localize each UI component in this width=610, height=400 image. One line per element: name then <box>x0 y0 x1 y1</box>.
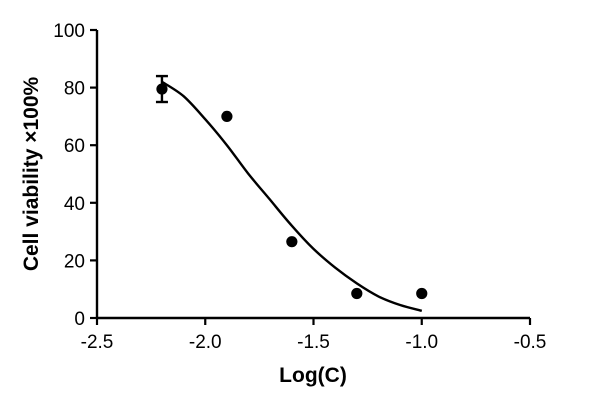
x-axis-title: Log(C) <box>279 364 347 387</box>
data-point <box>351 287 363 300</box>
data-point <box>221 110 233 122</box>
y-tick-label: 20 <box>64 251 85 272</box>
y-tick-label: 80 <box>64 79 85 100</box>
axes <box>95 30 530 320</box>
y-tick-label: 100 <box>53 21 85 42</box>
fit-curve <box>161 80 423 312</box>
x-tick-label: -1.5 <box>297 332 330 353</box>
y-ticks: 0 20 40 60 80 100 <box>53 21 97 330</box>
y-axis-title: Cell viability ×100% <box>20 76 43 271</box>
x-tick-label: -2.5 <box>81 332 114 353</box>
y-tick-label: 60 <box>64 136 85 157</box>
data-points <box>155 74 428 300</box>
x-tick-label: -2.0 <box>189 332 222 353</box>
data-point <box>156 83 168 95</box>
x-tick-label: -0.5 <box>514 332 547 353</box>
data-point <box>286 236 298 248</box>
y-tick-label: 40 <box>64 194 85 215</box>
y-tick-label: 0 <box>74 309 85 330</box>
x-ticks: -2.5 -2.0 -1.5 -1.0 -0.5 <box>81 318 547 353</box>
x-tick-label: -1.0 <box>405 332 438 353</box>
data-point <box>416 287 428 300</box>
